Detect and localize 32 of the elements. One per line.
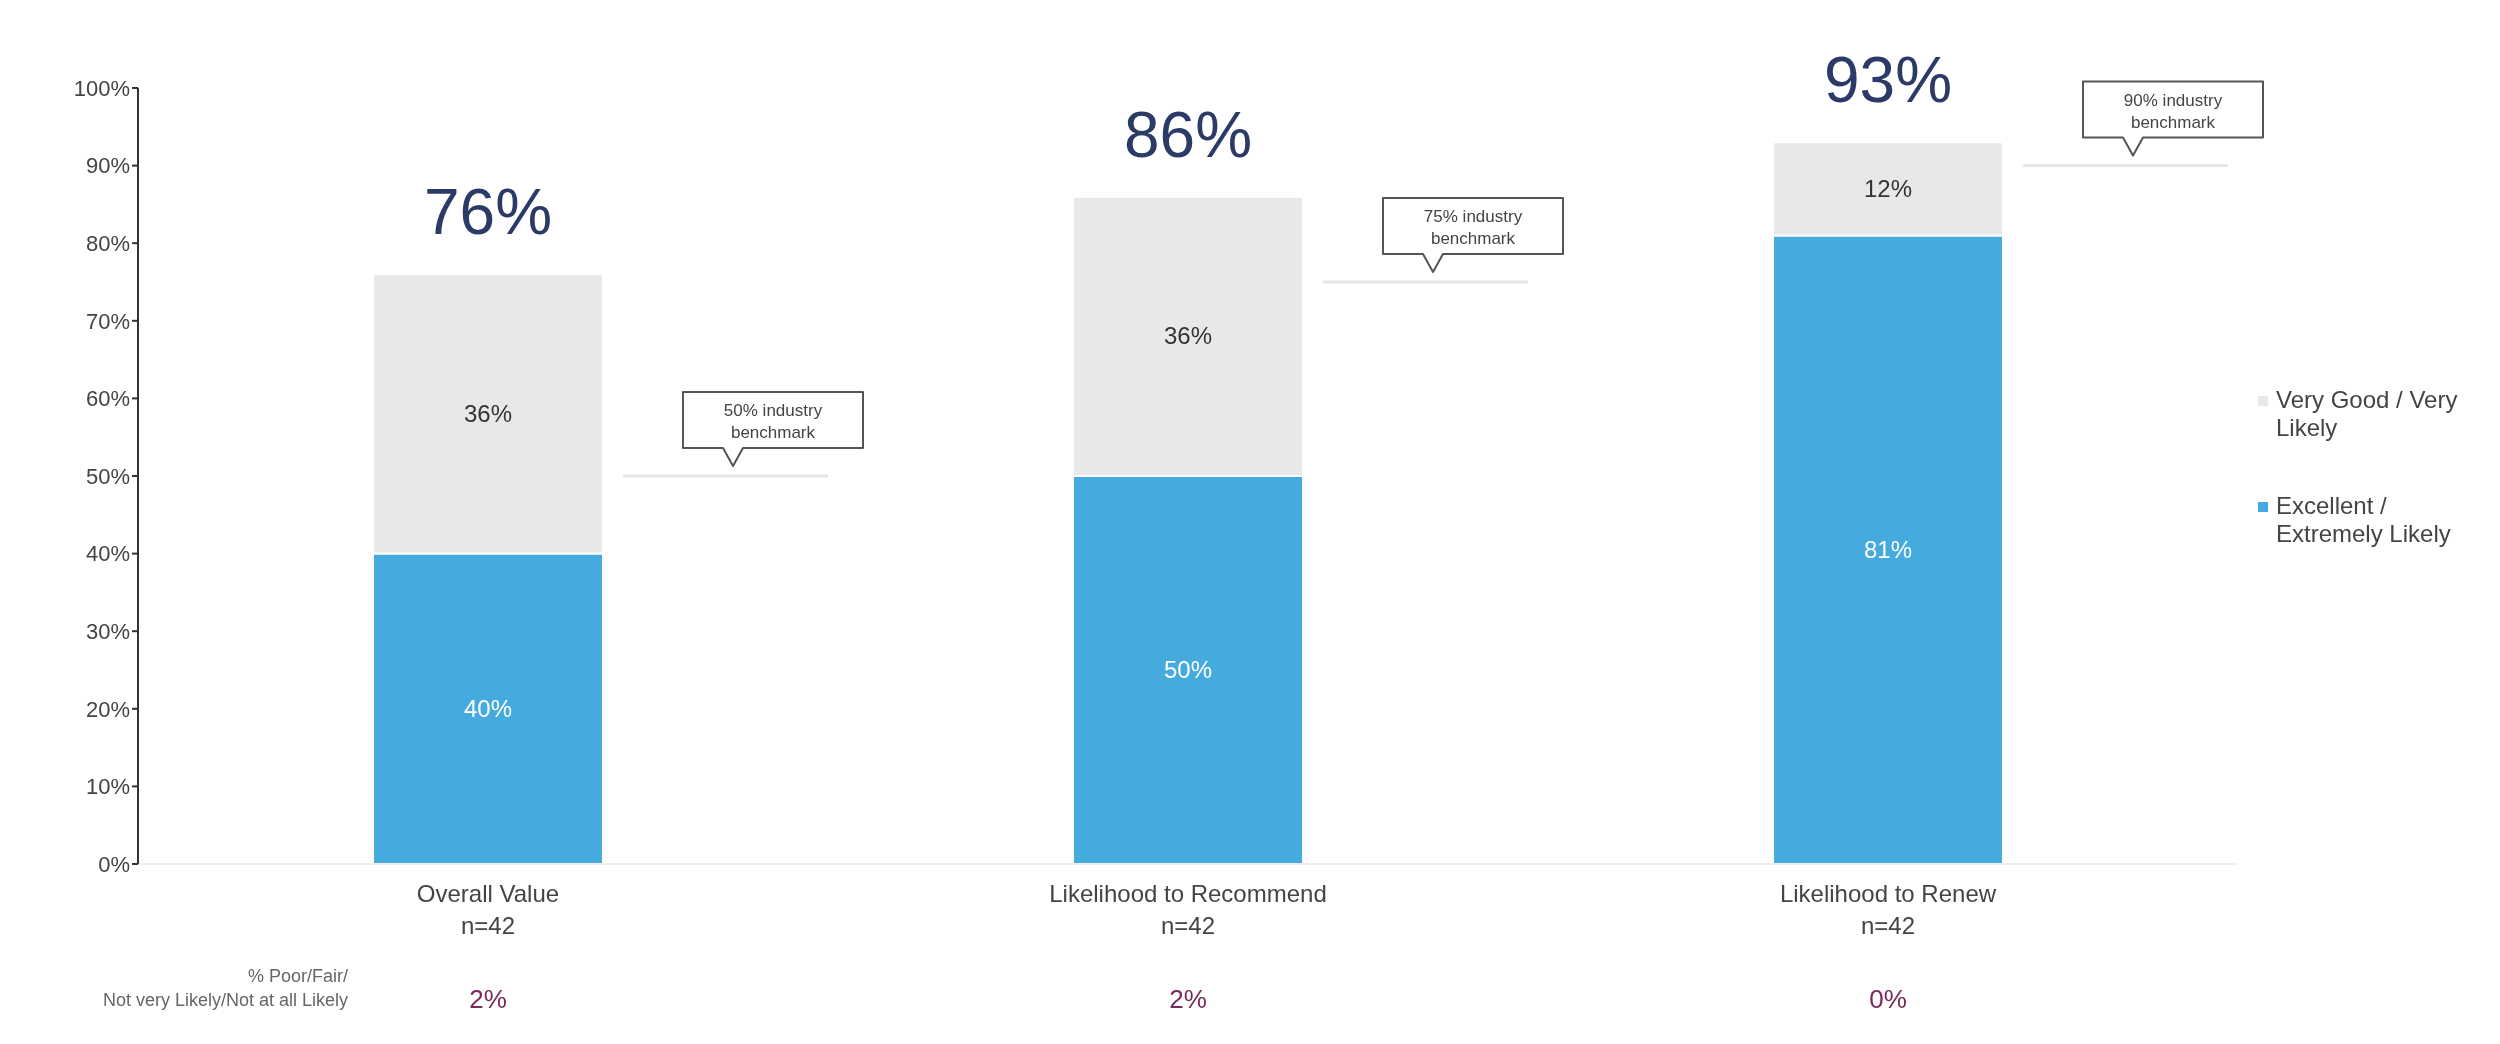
y-tick-label: 50% bbox=[85, 463, 130, 489]
data-label: 12% bbox=[1863, 174, 1913, 202]
x-tick-label: Overall Value n=42 bbox=[416, 880, 560, 939]
x-tick-label: Likelihood to Recommend n=42 bbox=[1049, 880, 1327, 939]
y-tick-label: 10% bbox=[85, 774, 130, 800]
y-tick-label: 30% bbox=[85, 619, 130, 645]
legend-label: Excellent / Extremely Likely bbox=[2276, 492, 2452, 548]
y-tick-label: 20% bbox=[85, 696, 130, 722]
x-tick-label: Likelihood to Renew n=42 bbox=[1779, 880, 1997, 939]
total-label: 86% bbox=[1123, 98, 1253, 171]
total-label: 76% bbox=[423, 176, 553, 249]
data-label: 36% bbox=[463, 399, 513, 427]
ref-line-label: 90% industry benchmark bbox=[2123, 90, 2223, 132]
y-tick-label: 70% bbox=[85, 308, 130, 334]
text: 0% bbox=[1869, 984, 1907, 1014]
y-tick-label: 60% bbox=[85, 386, 130, 412]
ref-line-label: 75% industry benchmark bbox=[1423, 207, 1523, 248]
data-label: 50% bbox=[1163, 656, 1213, 683]
text: 2% bbox=[469, 984, 507, 1014]
ref-line-label: 50% industry benchmark bbox=[723, 401, 823, 442]
total-label: 93% bbox=[1823, 44, 1953, 117]
text: 2% bbox=[1169, 984, 1207, 1014]
legend-label: Very Good / Very Likely bbox=[2276, 386, 2459, 442]
data-label: 40% bbox=[463, 694, 513, 722]
y-tick-label: 40% bbox=[85, 541, 130, 567]
data-label: 36% bbox=[1163, 322, 1213, 350]
text: % Poor/Fair/ Not very Likely/Not at all Likely bbox=[102, 966, 348, 1010]
y-tick-label: 0% bbox=[98, 851, 130, 877]
y-tick-label: 100% bbox=[73, 75, 130, 101]
data-label: 81% bbox=[1863, 535, 1913, 563]
y-tick-label: 80% bbox=[85, 231, 130, 257]
y-tick-label: 90% bbox=[85, 153, 130, 179]
